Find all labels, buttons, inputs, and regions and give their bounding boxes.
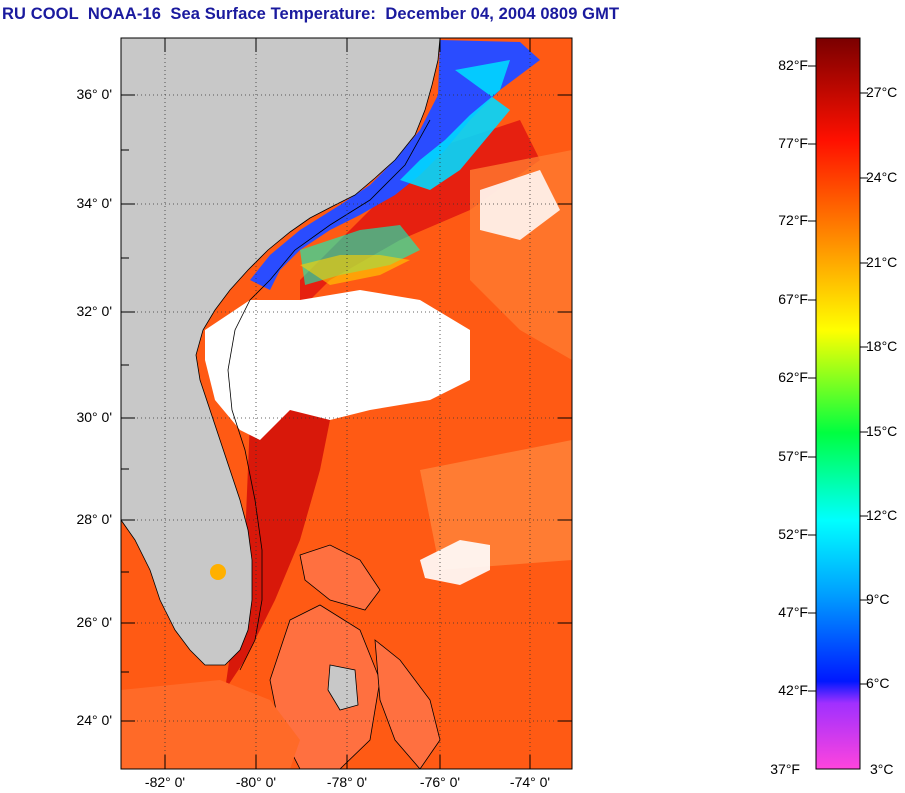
colorbar-f-label: 77°F [778,135,808,151]
colorbar-f-label: 82°F [778,57,808,73]
colorbar-c-label: 27°C [866,84,898,100]
colorbar-f-label: 57°F [778,448,808,464]
lon-label: -82° 0' [144,774,186,790]
cloud-cover [205,290,470,440]
gulf-stream [225,390,330,690]
map-title: RU COOL NOAA-16 Sea Surface Temperature:… [2,5,620,23]
colorbar-f-label: 37°F [770,761,800,777]
map-image [121,38,572,769]
lat-label: 28° 0' [76,511,112,527]
lake-okeechobee [210,564,226,580]
bahamas-bank-north [299,544,381,611]
lat-label: 32° 0' [76,303,112,319]
colorbar-f-label: 47°F [778,604,808,620]
lat-label: 26° 0' [76,614,112,630]
lat-label: 34° 0' [76,195,112,211]
colorbar-c-label: 18°C [866,338,898,354]
cloud-patch [420,540,490,585]
lat-label: 24° 0' [76,712,112,728]
colorbar [815,37,861,770]
lon-label: -80° 0' [235,774,277,790]
map-ticks [121,38,572,769]
cold-shelf-water [250,40,540,290]
colorbar-f-label: 72°F [778,212,808,228]
isobath-contour [227,119,431,671]
warm-water-yellow [300,255,410,285]
andros-island [327,664,359,711]
colorbar-f-label: 62°F [778,369,808,385]
colorbar-c-label: 6°C [866,675,890,691]
land-mainland [121,38,441,666]
lon-label: -78° 0' [326,774,368,790]
lon-label: -74° 0' [509,774,551,790]
cold-water-cyan [400,60,510,190]
cloud-patch-north [480,170,560,240]
lat-label: 30° 0' [76,409,112,425]
florida-straits [121,680,300,769]
colorbar-c-label: 12°C [866,507,898,523]
colorbar-f-label: 52°F [778,526,808,542]
colorbar-c-label: 9°C [866,591,890,607]
bahamas-bank-great [269,604,381,769]
colorbar-c-label: 24°C [866,169,898,185]
colorbar-f-label: 67°F [778,291,808,307]
colorbar-c-label: 21°C [866,254,898,270]
lat-label: 36° 0' [76,86,112,102]
warm-water-southeast [420,440,572,570]
bahamas-bank-east [374,639,441,769]
colorbar-f-label: 42°F [778,682,808,698]
colorbar-ticks [808,65,868,692]
lon-label: -76° 0' [419,774,461,790]
colorbar-c-label: 15°C [866,423,898,439]
colorbar-c-label: 3°C [870,761,894,777]
